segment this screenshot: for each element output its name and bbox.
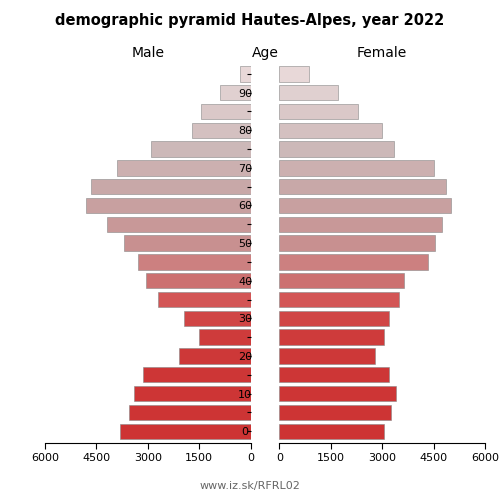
- Bar: [199, 330, 250, 345]
- Bar: [86, 198, 250, 213]
- Bar: [280, 292, 400, 307]
- Bar: [240, 66, 250, 82]
- Bar: [280, 236, 436, 251]
- Bar: [151, 142, 250, 156]
- Text: demographic pyramid Hautes-Alpes, year 2022: demographic pyramid Hautes-Alpes, year 2…: [56, 12, 444, 28]
- Bar: [280, 404, 391, 420]
- Bar: [120, 424, 250, 439]
- Bar: [134, 386, 250, 402]
- Bar: [138, 254, 250, 270]
- Bar: [280, 424, 384, 439]
- Bar: [280, 273, 404, 288]
- Bar: [280, 85, 338, 100]
- Bar: [192, 122, 250, 138]
- Bar: [178, 348, 250, 364]
- Bar: [106, 216, 251, 232]
- Bar: [129, 404, 250, 420]
- Bar: [146, 273, 250, 288]
- Bar: [280, 142, 394, 156]
- Bar: [220, 85, 250, 100]
- Bar: [92, 179, 250, 194]
- Bar: [280, 66, 308, 82]
- Bar: [117, 160, 250, 176]
- Bar: [124, 236, 250, 251]
- Bar: [280, 216, 442, 232]
- Bar: [280, 122, 382, 138]
- Title: Age: Age: [252, 46, 278, 60]
- Bar: [184, 310, 250, 326]
- Bar: [280, 198, 450, 213]
- Bar: [158, 292, 250, 307]
- Bar: [280, 310, 389, 326]
- Bar: [142, 367, 250, 382]
- Bar: [280, 367, 389, 382]
- Text: www.iz.sk/RFRL02: www.iz.sk/RFRL02: [200, 481, 300, 491]
- Bar: [280, 179, 446, 194]
- Bar: [280, 160, 434, 176]
- Bar: [280, 386, 396, 402]
- Bar: [201, 104, 250, 119]
- Bar: [280, 104, 358, 119]
- Title: Male: Male: [132, 46, 164, 60]
- Bar: [280, 348, 376, 364]
- Bar: [280, 330, 384, 345]
- Bar: [280, 254, 428, 270]
- Title: Female: Female: [357, 46, 408, 60]
